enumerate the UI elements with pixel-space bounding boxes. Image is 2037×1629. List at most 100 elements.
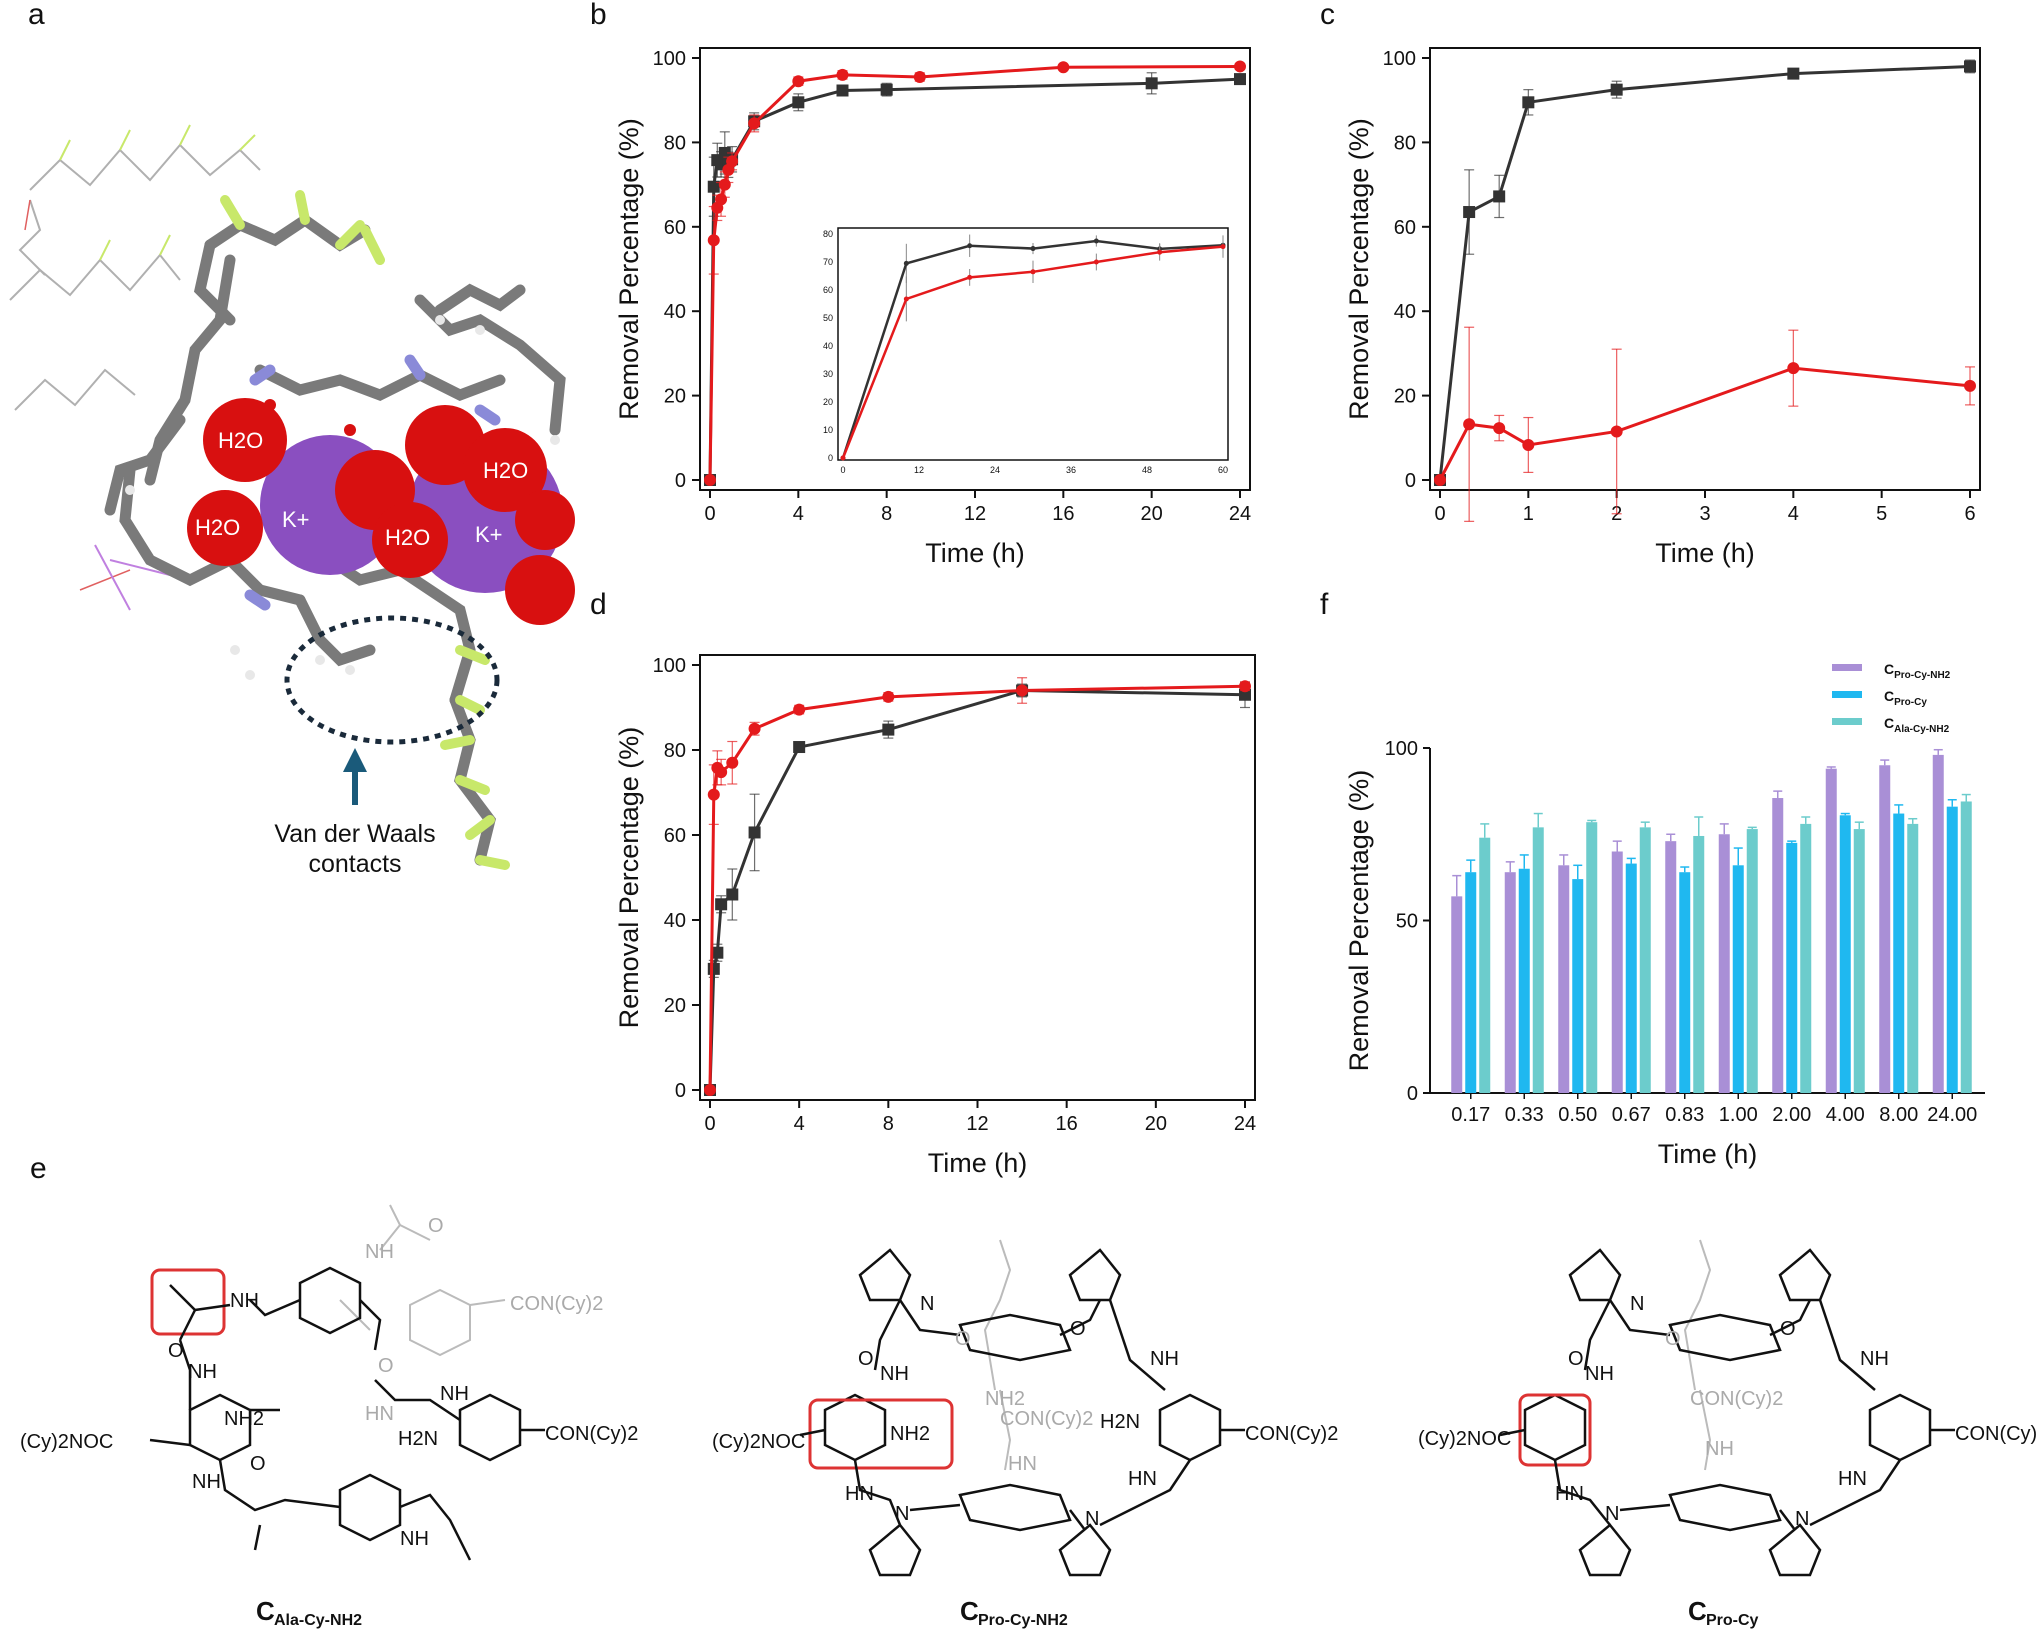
x-tick-label: 0.17 — [1451, 1104, 1490, 1126]
bar — [1800, 823, 1812, 1093]
inset-y-tick-label: 10 — [823, 425, 833, 435]
s1-nh2: NH2 — [224, 1408, 264, 1430]
data-point-square — [1610, 83, 1623, 96]
data-point-circle — [748, 117, 761, 130]
wireframe-red — [24, 199, 131, 591]
data-point-square — [711, 946, 724, 959]
data-point-square — [882, 723, 895, 736]
inset-y-tick-label: 0 — [828, 453, 833, 463]
data-point-circle — [1610, 425, 1623, 438]
s2-o-1: O — [858, 1348, 874, 1370]
s3-cony-left: (Cy)2NOC — [1418, 1428, 1511, 1450]
s1-nh-bottom: NH — [400, 1528, 429, 1550]
x-tick-label: 24.00 — [1927, 1104, 1977, 1126]
s2-n-top-left: N — [920, 1293, 934, 1315]
s3-n-top-left: N — [1630, 1293, 1644, 1315]
s1-cony-left: (Cy)2NOC — [20, 1431, 113, 1453]
x-tick-label: 8 — [881, 503, 892, 525]
s2-gray-nh2: NH2 — [985, 1388, 1025, 1410]
x-tick-label: 0 — [1434, 503, 1445, 525]
chart-panel-d: 0 4 8 12 16 20 24 0 20 40 60 80 100 Time (h) Removal P… — [614, 654, 1256, 1178]
series-line-1 — [1438, 366, 1971, 481]
s2-cony-left: (Cy)2NOC — [712, 1431, 805, 1453]
data-point-circle — [718, 178, 731, 191]
x-axis-label: Time (h) — [928, 1148, 1028, 1178]
legend-swatch — [1832, 691, 1862, 698]
bar — [1611, 851, 1623, 1093]
inset-data-point — [1093, 259, 1099, 265]
inset-x-tick-label: 36 — [1066, 465, 1076, 475]
s2-n-bottom-right: N — [1085, 1508, 1099, 1530]
structure-ala-cy-nh2: NH NH2 (Cy)2NOC NH H2N CON(Cy)2 NH NH NH… — [20, 1204, 638, 1629]
y-tick-label: 100 — [1385, 738, 1418, 760]
x-tick-label: 16 — [1056, 1113, 1078, 1135]
molecular-model-panel: H2O K+ H2O H2O K+ H2O Van der Waals cont… — [9, 124, 575, 878]
data-point-circle — [1522, 438, 1535, 451]
s2-hn-right: HN — [1128, 1468, 1157, 1490]
bar — [1772, 798, 1784, 1093]
s1-gray-nh: NH — [365, 1241, 394, 1263]
s3-hn-right: HN — [1838, 1468, 1867, 1490]
x-tick-label: 1 — [1523, 503, 1534, 525]
inset-y-tick-label: 40 — [823, 341, 833, 351]
bar — [1518, 868, 1530, 1093]
data-point-square — [836, 84, 849, 97]
s1-caption-sub: Ala-Cy-NH2 — [274, 1612, 362, 1629]
data-point-circle — [1234, 60, 1246, 73]
y-tick-label: 20 — [1394, 386, 1416, 408]
inset-data-point — [967, 243, 973, 249]
s3-hn: HN — [1555, 1483, 1584, 1505]
bar — [1960, 801, 1972, 1093]
bar — [1907, 823, 1919, 1093]
x-tick-label: 0 — [704, 503, 715, 525]
x-tick-label: 4 — [793, 503, 804, 525]
y-tick-label: 0 — [1407, 1083, 1418, 1105]
x-tick-label: 20 — [1141, 503, 1163, 525]
data-point-circle — [1016, 684, 1029, 697]
y-tick-label: 50 — [1396, 911, 1418, 933]
bar — [1718, 834, 1730, 1093]
inset-data-point — [840, 455, 846, 461]
panel-label-c: c — [1320, 0, 1335, 31]
data-point-circle — [704, 1084, 716, 1096]
s2-caption-sub: Pro-Cy-NH2 — [978, 1612, 1068, 1629]
data-point-square — [715, 898, 728, 911]
y-tick-label: 0 — [675, 1080, 686, 1102]
data-point-circle — [792, 75, 805, 88]
data-point-circle — [793, 703, 806, 716]
x-tick-label: 8.00 — [1879, 1104, 1918, 1126]
x-tick-label: 16 — [1052, 503, 1074, 525]
x-tick-label: 1.00 — [1719, 1104, 1758, 1126]
s3-o-2: O — [1780, 1318, 1796, 1340]
chart-panel-c: 0123456020406080100Time (h)Removal Perce… — [1344, 47, 1981, 568]
bar — [1853, 829, 1865, 1093]
data-point-circle — [715, 766, 728, 779]
y-tick-label: 100 — [653, 655, 686, 677]
inset-y-tick-label: 70 — [823, 257, 833, 267]
inset-data-point — [967, 274, 973, 280]
x-axis-label: Time (h) — [925, 538, 1025, 568]
x-tick-label: 8 — [883, 1113, 894, 1135]
x-axis-label: Time (h) — [1658, 1139, 1758, 1169]
s1-cony-right: CON(Cy)2 — [545, 1423, 638, 1445]
legend-entry-sub: Ala-Cy-NH2 — [1894, 724, 1949, 735]
legend-entry-sub: Pro-Cy-NH2 — [1894, 670, 1951, 681]
x-tick-label: 12 — [964, 503, 986, 525]
bar — [1479, 837, 1491, 1093]
structure-pro-cy: N NH (Cy)2NOC HN N NH CON(Cy)2 HN N O O … — [1418, 1239, 2037, 1629]
data-point-circle — [726, 155, 739, 168]
x-tick-label: 24 — [1234, 1113, 1256, 1135]
inset-x-tick-label: 48 — [1142, 465, 1152, 475]
vdw-label-line-1: Van der Waals — [274, 820, 435, 848]
s1-nh-top: NH — [230, 1290, 259, 1312]
stick-nitrogens — [244, 354, 501, 611]
s2-hn: HN — [845, 1483, 874, 1505]
data-point-square — [1493, 190, 1506, 203]
panel-label-a: a — [28, 0, 45, 31]
x-tick-label: 4 — [1788, 503, 1799, 525]
s1-gray-hn: HN — [365, 1403, 394, 1425]
s3-n-bottom-right: N — [1795, 1508, 1809, 1530]
data-point-circle — [1239, 680, 1251, 693]
